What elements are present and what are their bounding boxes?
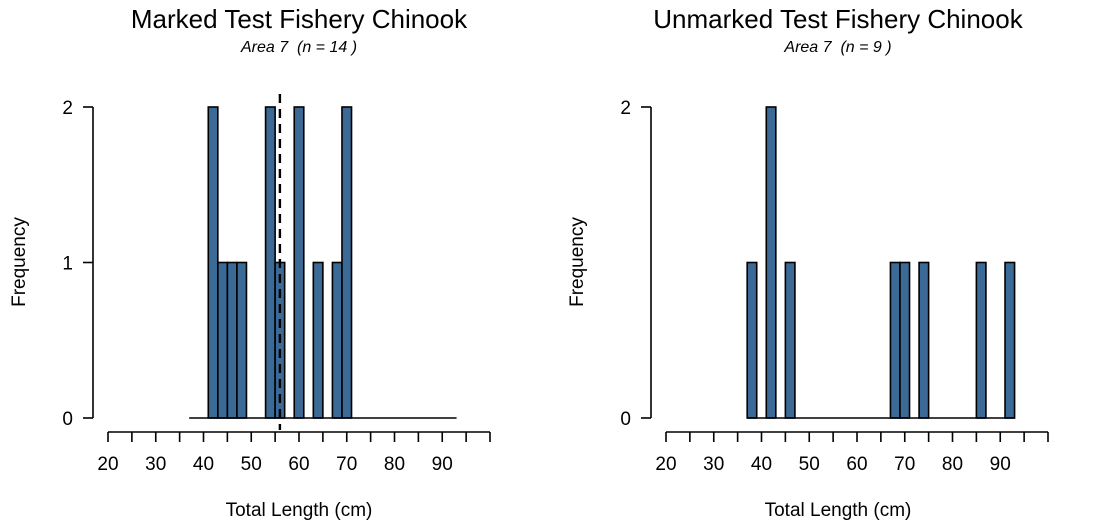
x-tick-label: 90 [432, 454, 453, 475]
histogram-bar [975, 261, 987, 419]
x-tick-label: 60 [846, 454, 867, 475]
histogram-bar [226, 261, 238, 419]
x-tick-label: 40 [193, 454, 214, 475]
unmarked-histogram: 0 2 20 30 40 50 60 70 80 90 [620, 98, 1049, 475]
y-tick-label: 0 [620, 409, 631, 430]
x-tick-label: 70 [336, 454, 357, 475]
y-tick-label: 2 [620, 98, 631, 119]
x-tick-label: 30 [703, 454, 724, 475]
y-tick-label: 1 [62, 254, 73, 275]
histogram-bar [1004, 261, 1016, 419]
chart-subtitle: Area 7 (n = 14 ) [240, 39, 358, 56]
histogram-bar [217, 261, 229, 419]
x-tick-label: 70 [894, 454, 915, 475]
chart-subtitle: Area 7 (n = 9 ) [784, 39, 892, 56]
histogram-bar [341, 106, 353, 419]
histogram-bar [207, 106, 219, 419]
x-tick-label: 80 [942, 454, 963, 475]
histogram-bar [899, 261, 911, 419]
histogram-bar [765, 106, 777, 419]
histogram-bar [264, 106, 276, 419]
x-tick-label: 20 [655, 454, 676, 475]
x-tick-label: 50 [241, 454, 262, 475]
histogram-bar [889, 261, 901, 419]
x-axis-label: Total Length (cm) [225, 500, 373, 521]
chart-title: Unmarked Test Fishery Chinook [653, 4, 1023, 34]
y-tick-label: 0 [62, 409, 73, 430]
marked-histogram: 0 1 2 20 30 40 50 60 70 80 90 [62, 94, 491, 475]
histogram-bar [312, 261, 324, 419]
histogram-bar [236, 261, 248, 419]
y-tick-label: 2 [62, 98, 73, 119]
x-tick-label: 60 [288, 454, 309, 475]
x-tick-label: 80 [384, 454, 405, 475]
histogram-bar [918, 261, 930, 419]
histogram-bar [293, 106, 305, 419]
histogram-bar [784, 261, 796, 419]
histogram-bar [331, 261, 343, 419]
x-axis-label: Total Length (cm) [764, 500, 912, 521]
x-tick-label: 20 [97, 454, 118, 475]
chart-title: Marked Test Fishery Chinook [130, 4, 468, 34]
x-tick-label: 40 [751, 454, 772, 475]
x-tick-label: 50 [799, 454, 820, 475]
unmarked-chart-panel: Unmarked Test Fishery Chinook Area 7 (n … [558, 0, 1116, 529]
x-tick-label: 30 [145, 454, 166, 475]
marked-chart-panel: Marked Test Fishery Chinook Area 7 (n = … [9, 4, 491, 521]
histogram-bar [746, 261, 758, 419]
x-tick-label: 90 [990, 454, 1011, 475]
